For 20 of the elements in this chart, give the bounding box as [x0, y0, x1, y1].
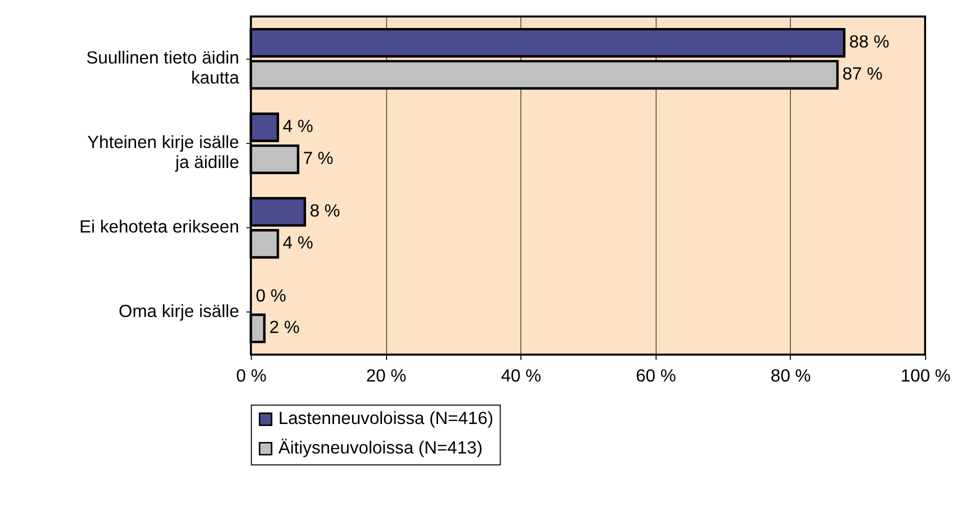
y-tick-label: Yhteinen kirje isälle ja äidille: [87, 132, 240, 172]
data-label: 87 %: [842, 64, 883, 84]
x-tick-label: 20 %: [366, 366, 407, 386]
x-tick-label: 80 %: [770, 366, 812, 386]
data-label: 2 %: [269, 317, 300, 338]
y-tick-label: Oma kirje isälle: [118, 301, 240, 322]
y-tick-label: Ei kehoteta erikseen: [79, 216, 240, 237]
data-label: 88 %: [849, 32, 890, 52]
data-label: 8 %: [310, 200, 340, 221]
x-tick-label: 40 %: [500, 366, 542, 386]
data-label: 7 %: [302, 148, 334, 168]
legend-label: Lastenneuvoloissa (N=416): [278, 408, 494, 428]
x-tick-label: 100 %: [900, 366, 951, 386]
data-label: 0 %: [256, 285, 286, 306]
x-tick-label: 0 %: [236, 366, 267, 386]
y-tick-label: Suullinen tieto äidin kautta: [86, 48, 240, 88]
data-label: 4 %: [282, 232, 314, 253]
legend-label: Äitiysneuvoloissa (N=413): [278, 438, 483, 458]
data-label: 4 %: [282, 116, 314, 136]
x-tick-label: 60 %: [636, 366, 676, 386]
